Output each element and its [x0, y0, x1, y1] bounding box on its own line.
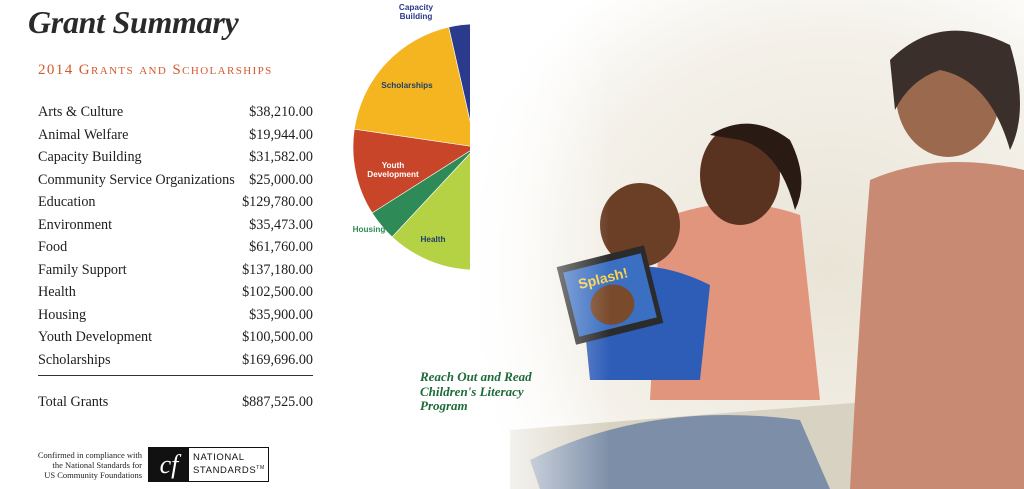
grant-row: Arts & Culture $38,210.00 [38, 104, 313, 127]
pie-label-capacity-building: Capacity Building [399, 3, 434, 21]
photo-caption: Reach Out and Read Children's Literacy P… [420, 369, 532, 414]
grant-label: Environment [38, 216, 113, 233]
grant-amount: $35,900.00 [249, 306, 313, 323]
grant-label: Housing [38, 306, 87, 323]
cf-mark: cf [149, 448, 189, 481]
pie-slice-scholarships [353, 26, 477, 148]
grant-label: Family Support [38, 261, 127, 278]
compliance-line: US Community Foundations [44, 470, 142, 480]
grant-row: Animal Welfare $19,944.00 [38, 127, 313, 150]
total-amount: $887,525.00 [242, 394, 313, 410]
total-label: Total Grants [38, 394, 109, 410]
caption-line: Program [420, 398, 468, 413]
grant-amount: $19,944.00 [249, 126, 313, 143]
compliance-note: Confirmed in compliance with the Nationa… [14, 450, 142, 480]
caption-line: Reach Out and Read [420, 369, 532, 384]
logo-line: STANDARDSTM [193, 465, 265, 477]
grant-amount: $100,500.00 [242, 329, 313, 345]
grant-amount: $129,780.00 [242, 194, 313, 210]
grant-label: Capacity Building [38, 149, 142, 165]
grant-row: Capacity Building $31,582.00 [38, 149, 313, 172]
grant-label: Education [38, 194, 96, 210]
logo-text: NATIONAL STANDARDSTM [189, 452, 268, 476]
national-standards-logo: cf NATIONAL STANDARDSTM [148, 447, 269, 482]
compliance-line: the National Standards for [52, 460, 142, 470]
grant-row: Youth Development $100,500.00 [38, 329, 313, 352]
grant-label: Animal Welfare [38, 126, 129, 143]
grant-label: Arts & Culture [38, 104, 124, 120]
grant-amount: $31,582.00 [249, 149, 313, 165]
family-photo: Splash! [470, 0, 1024, 489]
grant-row: Education $129,780.00 [38, 194, 313, 217]
pie-label-youth-development: Youth Development [367, 161, 419, 179]
pie-slice-health [391, 146, 477, 271]
grant-row: Community Service Organizations $25,000.0… [38, 172, 313, 195]
grant-row: Scholarships $169,696.00 [38, 352, 313, 376]
compliance-line: Confirmed in compliance with [37, 450, 142, 460]
section-subtitle: 2014 Grants and Scholarships [38, 62, 273, 78]
pie-label-health: Health [420, 235, 445, 244]
grant-label: Food [38, 239, 68, 255]
grant-amount: $61,760.00 [249, 239, 313, 255]
grant-label: Youth Development [38, 329, 153, 345]
grant-label: Community Service Organizations [38, 171, 235, 188]
grant-amount: $35,473.00 [249, 216, 313, 233]
pie-label-scholarships: Scholarships [381, 81, 433, 90]
pie-label-housing: Housing [353, 225, 386, 234]
grant-amount: $137,180.00 [242, 261, 313, 278]
grants-table: Arts & Culture $38,210.00 Animal Welfare $… [38, 104, 313, 376]
total-row: Total Grants $887,525.00 [38, 394, 313, 411]
grant-amount: $38,210.00 [249, 104, 313, 120]
grant-amount: $169,696.00 [242, 351, 313, 368]
grant-row: Health $102,500.00 [38, 284, 313, 307]
grant-amount: $25,000.00 [249, 171, 313, 188]
grant-amount: $102,500.00 [242, 284, 313, 300]
grant-label: Health [38, 284, 76, 300]
grant-label: Scholarships [38, 351, 111, 368]
logo-line: NATIONAL [193, 452, 245, 464]
grant-row: Family Support $137,180.00 [38, 262, 313, 285]
grant-row: Environment $35,473.00 [38, 217, 313, 240]
grant-row: Housing $35,900.00 [38, 307, 313, 330]
page-title: Grant Summary [28, 4, 239, 40]
grant-row: Food $61,760.00 [38, 239, 313, 262]
photo-illustration: Splash! [470, 0, 1024, 489]
caption-line: Children's Literacy [420, 383, 524, 399]
pie-slice-youth-development [352, 128, 477, 214]
